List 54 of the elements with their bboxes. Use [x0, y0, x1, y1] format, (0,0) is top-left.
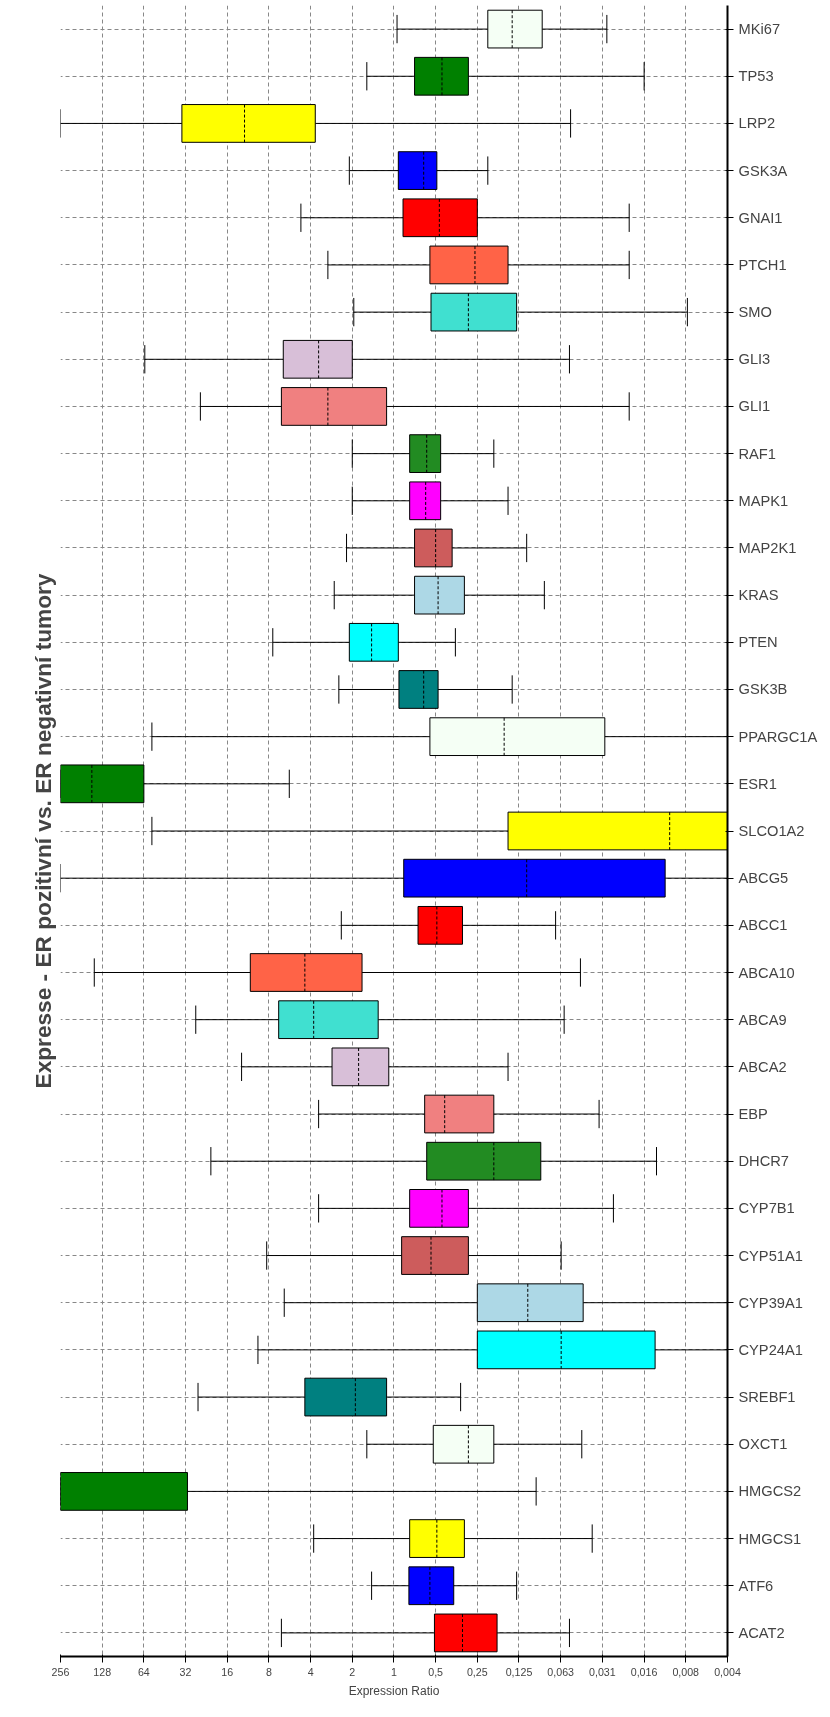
- y-tick-label: ACAT2: [738, 1624, 785, 1641]
- y-tick-label: ABCA9: [738, 1011, 787, 1028]
- y-tick-label: EBP: [738, 1106, 768, 1123]
- y-tick-label: OXCT1: [738, 1436, 788, 1453]
- y-tick-label: KRAS: [738, 587, 779, 604]
- y-tick-label: DHCR7: [738, 1153, 789, 1170]
- x-tick-label: 8: [265, 1665, 272, 1678]
- y-tick-label: ESR1: [738, 775, 777, 792]
- y-tick-label: GSK3A: [738, 162, 788, 179]
- y-tick-label: SMO: [738, 304, 772, 321]
- y-tick-label: GNAI1: [738, 209, 783, 226]
- x-tick-label: 0,063: [547, 1665, 575, 1678]
- x-axis-title: Expression Ratio: [348, 1683, 440, 1698]
- y-tick-label: GLI1: [738, 398, 771, 415]
- y-tick-label: ATF6: [738, 1577, 774, 1594]
- y-tick-label: LRP2: [738, 115, 776, 132]
- y-tick-label: HMGCS1: [738, 1530, 802, 1547]
- x-tick-label: 0,5: [428, 1665, 444, 1678]
- y-tick-label: HMGCS2: [738, 1483, 802, 1500]
- y-tick-label: ABCA10: [738, 964, 795, 981]
- y-tick-label: PTEN: [738, 634, 778, 651]
- y-tick-label: PPARGC1A: [738, 728, 818, 745]
- x-tick-label: 0,125: [505, 1665, 533, 1678]
- y-tick-label: GLI3: [738, 351, 771, 368]
- x-tick-label: 2: [349, 1665, 356, 1678]
- x-tick-label: 0,25: [466, 1665, 488, 1678]
- x-tick-label: 0,004: [714, 1665, 741, 1678]
- y-tick-label: ABCC1: [738, 917, 788, 934]
- y-tick-label: GSK3B: [738, 681, 788, 698]
- x-tick-label: 0,031: [589, 1665, 616, 1678]
- y-tick-label: SLCO1A2: [738, 823, 805, 839]
- y-axis-title: Expresse - ER pozitivní vs. ER negativní tumory: [29, 573, 56, 1089]
- y-tick-label: MKi67: [738, 21, 781, 38]
- y-tick-label: ABCA2: [738, 1058, 787, 1075]
- y-tick-label: CYP51A1: [738, 1247, 803, 1264]
- x-tick-label: 0,016: [630, 1665, 658, 1678]
- y-tick-label: SREBF1: [738, 1389, 796, 1406]
- x-tick-label: 128: [93, 1665, 112, 1678]
- y-tick-label: PTCH1: [738, 256, 787, 273]
- y-tick-label: CYP39A1: [738, 1294, 803, 1311]
- y-tick-label: CYP7B1: [738, 1200, 795, 1217]
- x-tick-label: 256: [51, 1665, 70, 1678]
- x-tick-label: 0,008: [672, 1665, 700, 1678]
- x-tick-label: 32: [179, 1665, 192, 1678]
- y-tick-label: RAF1: [738, 445, 776, 462]
- y-tick-label: TP53: [738, 68, 774, 85]
- x-tick-label: 1: [390, 1665, 397, 1678]
- x-tick-label: 16: [221, 1665, 234, 1678]
- y-tick-label: MAP2K1: [738, 539, 797, 556]
- x-tick-label: 64: [137, 1665, 150, 1678]
- x-tick-label: 4: [307, 1665, 314, 1678]
- y-tick-label: CYP24A1: [738, 1341, 803, 1358]
- y-tick-label: ABCG5: [738, 870, 789, 887]
- y-tick-label: MAPK1: [738, 492, 789, 509]
